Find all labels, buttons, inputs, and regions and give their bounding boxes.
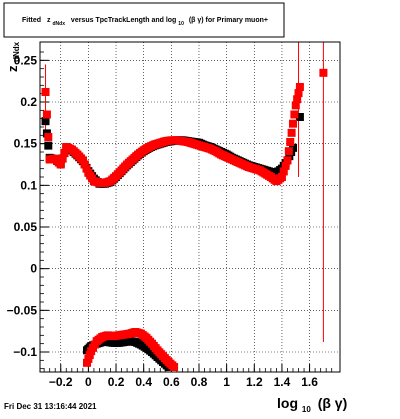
- data-point: [56, 160, 65, 169]
- title-box: [3, 2, 285, 38]
- data-point: [42, 110, 51, 119]
- data-point: [290, 110, 299, 119]
- timestamp-label: Fri Dec 31 13:16:44 2021: [4, 402, 97, 411]
- title-part-c: versus TpcTrackLength and log: [71, 17, 176, 24]
- data-point: [60, 148, 69, 157]
- title-part-b-sub: dNdx: [52, 21, 65, 27]
- y-axis-label-main: z: [5, 65, 20, 72]
- y-tick-label: 0: [30, 262, 37, 276]
- x-tick-label: 0.6: [163, 375, 180, 389]
- data-point: [41, 117, 50, 126]
- data-point: [319, 68, 328, 77]
- data-point: [41, 88, 50, 96]
- data-point: [277, 173, 286, 181]
- x-axis-label-tail: (β γ): [318, 395, 348, 411]
- data-point: [78, 156, 87, 165]
- title-part-c-sub: 10: [178, 21, 184, 27]
- data-point: [44, 141, 53, 150]
- chart-title: Fitted z dNdx versus TpcTrackLength and …: [22, 17, 268, 27]
- data-point: [283, 156, 292, 165]
- x-axis-label: log 10 (β γ): [277, 395, 347, 414]
- x-tick-label: 0.2: [108, 375, 125, 389]
- x-tick-label: 0.8: [191, 375, 208, 389]
- y-axis-label: z dNdx: [5, 41, 21, 72]
- y-tick-label: −0.1: [13, 345, 37, 359]
- series-red: [41, 68, 328, 371]
- x-tick-label: 1.4: [274, 375, 291, 389]
- data-point: [281, 161, 290, 170]
- data-point: [288, 119, 297, 128]
- x-tick-label: −0.2: [49, 375, 73, 389]
- y-tick-label: −0.05: [7, 303, 38, 317]
- data-point: [44, 133, 53, 141]
- data-point: [294, 89, 303, 98]
- plot-frame: [39, 41, 341, 373]
- data-point: [279, 167, 288, 176]
- axis-layer: −0.2 0 0.2 0.4 0.6 0.8 1 1.2 1.4 1.6 −0.1 −0.05 0 0.0…: [7, 51, 333, 389]
- title-part-b: z: [47, 17, 51, 24]
- y-tick-label: 0.15: [14, 137, 38, 151]
- data-point: [291, 101, 300, 110]
- title-part-d: (β γ) for Primary muon+: [189, 17, 268, 24]
- x-tick-label: 1.2: [246, 375, 263, 389]
- y-tick-label: 0.05: [14, 220, 38, 234]
- y-tick-label: 0.1: [20, 178, 37, 192]
- x-axis-label-sub: 10: [302, 405, 311, 414]
- data-point: [285, 152, 294, 161]
- x-tick-label: 0.4: [135, 375, 152, 389]
- data-point: [287, 128, 296, 137]
- x-tick-label: 1: [223, 375, 230, 389]
- data-point: [82, 164, 91, 173]
- data-point: [286, 138, 295, 146]
- data-point: [58, 154, 67, 163]
- x-tick-label: 0: [85, 375, 92, 389]
- data-point: [170, 363, 179, 371]
- data-point: [295, 83, 304, 91]
- x-tick-label: 1.6: [301, 375, 318, 389]
- title-part-a: Fitted: [22, 17, 41, 24]
- y-axis-label-sub: dNdx: [12, 41, 21, 62]
- x-axis-label-main: log: [277, 395, 298, 411]
- y-tick-label: 0.25: [14, 53, 38, 67]
- data-point: [295, 113, 304, 121]
- data-point: [288, 143, 297, 152]
- data-point: [293, 95, 302, 104]
- marker-layer: [41, 68, 328, 371]
- data-point: [80, 160, 89, 169]
- data-point: [284, 147, 293, 156]
- y-tick-label: 0.2: [20, 95, 37, 109]
